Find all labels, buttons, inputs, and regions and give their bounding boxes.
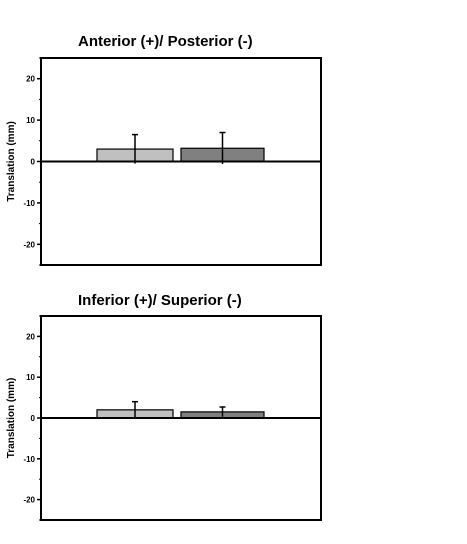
bar-chart: Translation (mm) -20 -10 0 10 20 [6,57,322,266]
y-tick-label: 0 [31,414,36,423]
plot-frame [40,57,322,266]
chart-panel-inferior-superior: Inferior (+)/ Superior (-) Translation (… [0,272,467,544]
y-tick-label: -20 [23,240,35,249]
chart-panel-anterior-posterior: Anterior (+)/ Posterior (-) Translation … [6,33,322,266]
y-tick-label: -10 [23,199,35,208]
y-tick-label: -20 [23,496,35,505]
y-tick-label: 10 [26,116,35,125]
y-tick-label: 10 [26,373,35,382]
y-tick-label: 20 [26,75,35,84]
y-tick-label: -10 [23,455,35,464]
y-tick-label: 20 [26,332,35,341]
bar-chart: Translation (mm) -20 -10 0 10 20 [6,315,322,521]
y-axis-label: Translation (mm) [6,121,17,202]
chart-title: Inferior (+)/ Superior (-) [78,292,242,309]
y-axis-label: Translation (mm) [6,378,17,459]
y-tick-label: 0 [31,158,36,167]
plot-frame [40,315,322,521]
chart-title: Anterior (+)/ Posterior (-) [78,33,253,50]
